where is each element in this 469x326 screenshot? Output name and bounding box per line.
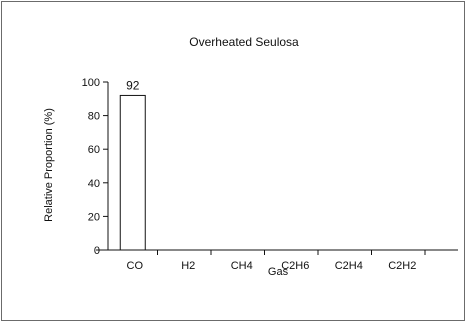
y-tick-label: 80 <box>88 111 100 123</box>
x-tick-label: C2H4 <box>335 260 363 272</box>
y-tick-label: 100 <box>82 77 100 89</box>
y-tick-label: 60 <box>88 144 100 156</box>
x-tick-label: H2 <box>181 260 195 272</box>
y-tick-label: 20 <box>88 211 100 223</box>
chart-frame <box>1 1 465 321</box>
plot-area: 0 20 40 60 80 100 CO 92 H2 CH4 C2H6 C2H4 C2H2 <box>82 77 458 272</box>
x-tick-label: CO <box>127 260 144 272</box>
y-tick-label: 0 <box>94 245 100 257</box>
chart-title: Overheated Seulosa <box>189 35 299 49</box>
x-tick-label: C2H2 <box>388 260 416 272</box>
x-axis-label: Gas <box>268 266 289 278</box>
y-axis-label: Relative Proportion (%) <box>43 108 55 222</box>
bar-co <box>119 94 146 251</box>
x-tick-label: CH4 <box>231 260 253 272</box>
data-label: 92 <box>126 78 140 92</box>
y-tick-label: 40 <box>88 178 100 190</box>
x-tick-label: C2H6 <box>281 260 309 272</box>
